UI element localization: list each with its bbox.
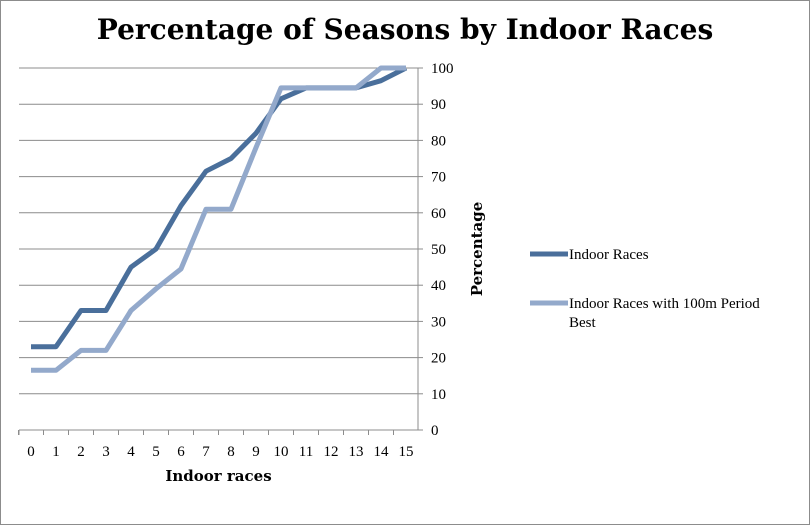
x-tick-label: 10 — [274, 444, 289, 460]
x-tick-label: 4 — [127, 444, 135, 460]
y-tick-label: 80 — [431, 133, 446, 149]
y-tick-label: 60 — [431, 206, 446, 222]
y-tick-label: 40 — [431, 278, 446, 294]
x-axis-title: Indoor races — [165, 467, 271, 485]
y-tick-label: 70 — [431, 170, 446, 186]
series-line-2 — [31, 65, 406, 373]
x-tick-label: 6 — [177, 444, 185, 460]
x-tick-label: 9 — [252, 444, 260, 460]
x-tick-label: 14 — [374, 444, 390, 460]
x-tick-label: 5 — [152, 444, 160, 460]
axes — [18, 67, 423, 435]
x-tick-label: 8 — [227, 444, 235, 460]
x-tick-label: 12 — [324, 444, 339, 460]
x-tick-label: 3 — [102, 444, 110, 460]
y-tick-label: 0 — [431, 423, 439, 439]
gridlines — [19, 67, 418, 431]
y-tick-label: 30 — [431, 314, 446, 330]
x-tick-label: 2 — [77, 444, 85, 460]
y-tick-label: 10 — [431, 387, 446, 403]
x-tick-label: 7 — [202, 444, 210, 460]
legend: Indoor Races Indoor Races with 100m Perio… — [530, 247, 760, 331]
legend-label-1: Indoor Races — [569, 247, 649, 263]
y-tick-label: 50 — [431, 242, 446, 258]
chart-title: Percentage of Seasons by Indoor Races — [96, 13, 714, 46]
legend-label-2: Indoor Races with 100m Period Best — [569, 296, 760, 331]
x-tick-label: 1 — [52, 444, 60, 460]
x-tick-label: 13 — [349, 444, 364, 460]
y-axis-title: Percentage — [468, 202, 486, 297]
y-tick-label: 90 — [431, 97, 446, 113]
y-tick-label: 20 — [431, 351, 446, 367]
x-tick-label: 11 — [299, 444, 313, 460]
x-tick-label: 0 — [27, 444, 35, 460]
series-lines — [31, 65, 408, 373]
x-tick-label: 15 — [399, 444, 414, 460]
y-tick-label: 100 — [431, 61, 454, 77]
